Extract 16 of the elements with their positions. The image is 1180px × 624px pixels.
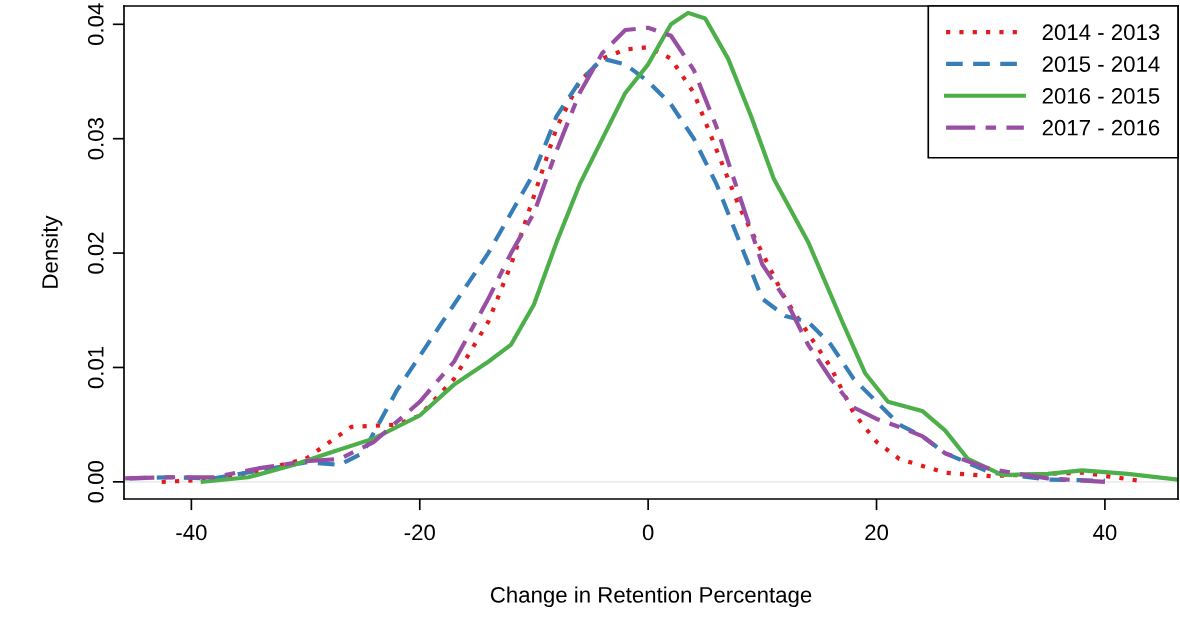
- y-axis-title: Density: [41, 215, 63, 288]
- legend-label: 2017 - 2016: [1042, 119, 1160, 136]
- y-tick-label: 0.03: [87, 118, 104, 160]
- y-tick-label: 0.02: [87, 232, 104, 274]
- x-tick-label: -20: [404, 524, 435, 541]
- x-tick-label: -40: [176, 524, 207, 541]
- x-tick-label: 20: [865, 524, 889, 541]
- y-tick-label: 0.04: [87, 3, 104, 46]
- x-tick-label: 40: [1093, 524, 1117, 541]
- x-tick-label: 0: [642, 524, 654, 541]
- legend-label: 2016 - 2015: [1042, 88, 1160, 104]
- y-tick-label: 0.00: [87, 461, 104, 503]
- legend-label: 2015 - 2014: [1042, 56, 1160, 72]
- legend-label: 2014 - 2013: [1042, 24, 1160, 41]
- x-axis-title: Change in Retention Percentage: [490, 586, 812, 608]
- y-tick-label: 0.01: [87, 346, 104, 389]
